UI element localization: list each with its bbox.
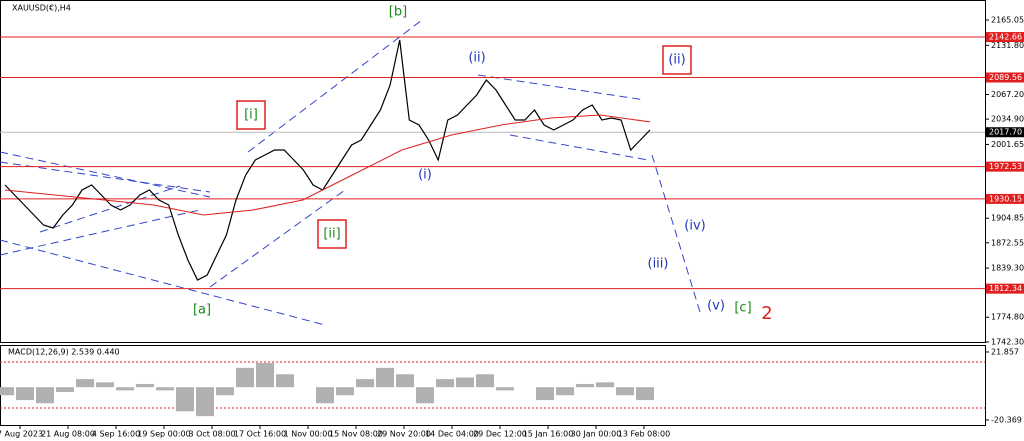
y-tick-label: 2067.20	[991, 90, 1024, 99]
macd-bar	[16, 387, 34, 401]
price-line	[4, 39, 651, 281]
y-tick-label: 1872.55	[991, 238, 1024, 247]
x-tick-label: 29 Dec 12:00	[473, 430, 527, 439]
y-tick-label: 2165.05	[991, 15, 1024, 24]
macd-bar	[216, 387, 234, 396]
wave-label: (iv)	[684, 219, 705, 234]
wave-label: 2	[761, 303, 772, 324]
macd-bar	[416, 387, 434, 404]
macd-bar	[616, 387, 634, 396]
macd-bar	[256, 363, 274, 388]
macd-bar	[156, 387, 174, 391]
macd-bar	[596, 382, 614, 388]
macd-bar	[36, 387, 54, 404]
level-label: 1930.15	[989, 194, 1022, 203]
macd-bar	[536, 387, 554, 401]
macd-bar	[556, 387, 574, 396]
macd-bar	[456, 377, 474, 388]
macd-bar	[276, 374, 294, 388]
wave-label: [c]	[734, 301, 751, 316]
y-tick-label: 1742.30	[991, 338, 1024, 347]
wave-label: (ii)	[668, 53, 685, 68]
level-label: 2142.66	[989, 33, 1022, 42]
x-tick-label: 29 Nov 20:00	[377, 430, 431, 439]
last-price-box	[986, 127, 1024, 138]
x-tick-label: 13 Feb 08:00	[618, 430, 670, 439]
level-box	[986, 32, 1024, 43]
level-label: 2089.56	[989, 73, 1022, 82]
annotation-box	[236, 100, 266, 130]
wave-label: [ii]	[323, 227, 340, 242]
wave-label: [b]	[389, 5, 407, 20]
macd-bar	[56, 387, 74, 393]
macd-bar	[356, 379, 374, 388]
y-tick-label: 1839.30	[991, 264, 1024, 273]
x-tick-label: 17 Oct 16:00	[234, 430, 286, 439]
macd-bar	[76, 379, 94, 388]
macd-tick-label: 21.857	[991, 347, 1019, 356]
wave-label: (v)	[707, 299, 725, 314]
x-tick-label: 4 Sep 16:00	[92, 430, 140, 439]
macd-bar	[116, 387, 134, 391]
wave-label: [i]	[244, 108, 258, 123]
y-tick-label: 1904.85	[991, 214, 1024, 223]
macd-bar	[96, 382, 114, 388]
wave-label: (ii)	[468, 51, 485, 66]
x-tick-label: 14 Dec 04:00	[425, 430, 479, 439]
chart-title: XAUUSD(€),H4	[12, 4, 71, 13]
x-tick-label: 21 Aug 08:00	[41, 430, 95, 439]
y-tick-label: 2034.90	[991, 115, 1024, 124]
macd-bar	[0, 387, 14, 396]
last-price-label: 2017.70	[989, 128, 1022, 137]
macd-bar	[236, 367, 254, 388]
y-tick-label: 2001.65	[991, 140, 1024, 149]
main-panel	[0, 0, 986, 343]
x-tick-label: 30 Jan 00:00	[571, 430, 622, 439]
macd-bar	[396, 374, 414, 388]
level-box	[986, 193, 1024, 204]
moving-average	[4, 114, 651, 216]
macd-bar	[476, 374, 494, 388]
x-tick-label: 3 Oct 08:00	[188, 430, 235, 439]
wave-label: (iii)	[648, 257, 669, 272]
level-box	[986, 283, 1024, 294]
wave-label: (i)	[418, 168, 432, 183]
x-tick-label: 15 Nov 08:00	[329, 430, 383, 439]
macd-bar	[196, 387, 214, 417]
macd-bar	[576, 383, 594, 388]
annotation-box	[317, 219, 347, 249]
macd-bar	[376, 367, 394, 388]
wave-label: [a]	[193, 303, 211, 318]
x-tick-label: 19 Sep 00:00	[137, 430, 190, 439]
x-tick-label: 1 Nov 00:00	[284, 430, 333, 439]
macd-bar	[496, 387, 514, 391]
y-tick-label: 1774.80	[991, 313, 1024, 322]
macd-bar	[316, 387, 334, 404]
level-box	[986, 72, 1024, 83]
macd-label: MACD(12,26,9) 2.539 0.440	[8, 348, 120, 357]
macd-bar	[436, 379, 454, 388]
macd-bar	[336, 387, 354, 396]
macd-bar	[136, 383, 154, 388]
x-tick-label: 7 Aug 2023	[0, 430, 43, 439]
level-label: 1812.34	[989, 284, 1022, 293]
macd-tick-label: -20.369	[991, 415, 1022, 424]
macd-bar	[636, 387, 654, 401]
y-tick-label: 2131.80	[991, 41, 1024, 50]
macd-bar	[176, 387, 194, 412]
level-label: 1972.53	[989, 162, 1022, 171]
annotation-box	[662, 45, 692, 75]
level-box	[986, 161, 1024, 172]
x-tick-label: 15 Jan 16:00	[523, 430, 574, 439]
trend-lines	[0, 19, 701, 326]
